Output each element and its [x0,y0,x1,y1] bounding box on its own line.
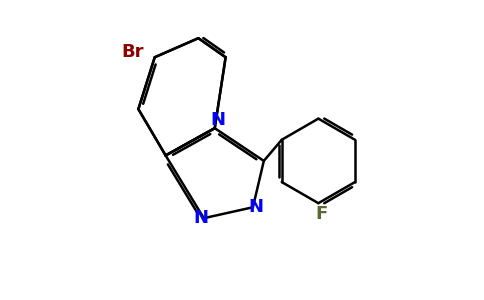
Text: N: N [248,198,263,216]
Text: F: F [315,205,327,223]
Text: N: N [194,209,209,227]
Text: Br: Br [121,43,144,61]
Text: N: N [210,111,225,129]
